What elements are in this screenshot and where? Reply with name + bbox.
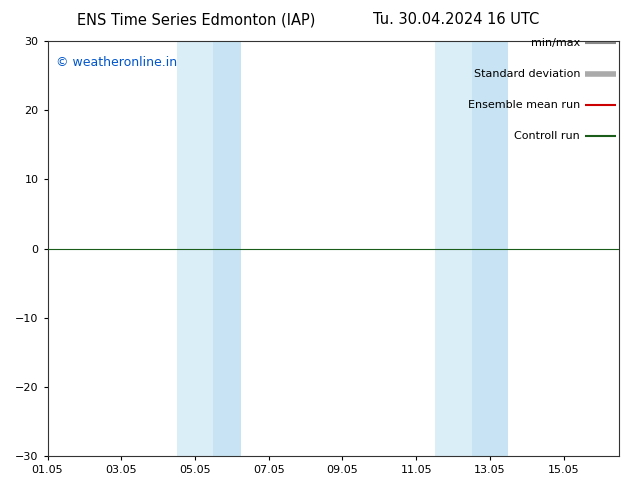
- Bar: [472, 41, 508, 456]
- Bar: [214, 41, 241, 456]
- Text: Tu. 30.04.2024 16 UTC: Tu. 30.04.2024 16 UTC: [373, 12, 540, 27]
- Text: Standard deviation: Standard deviation: [474, 69, 580, 79]
- Bar: [177, 41, 214, 456]
- Text: Controll run: Controll run: [514, 131, 580, 142]
- Text: © weatheronline.in: © weatheronline.in: [56, 55, 178, 69]
- Text: ENS Time Series Edmonton (IAP): ENS Time Series Edmonton (IAP): [77, 12, 316, 27]
- Bar: [435, 41, 472, 456]
- Text: Ensemble mean run: Ensemble mean run: [468, 100, 580, 110]
- Text: min/max: min/max: [531, 38, 580, 48]
